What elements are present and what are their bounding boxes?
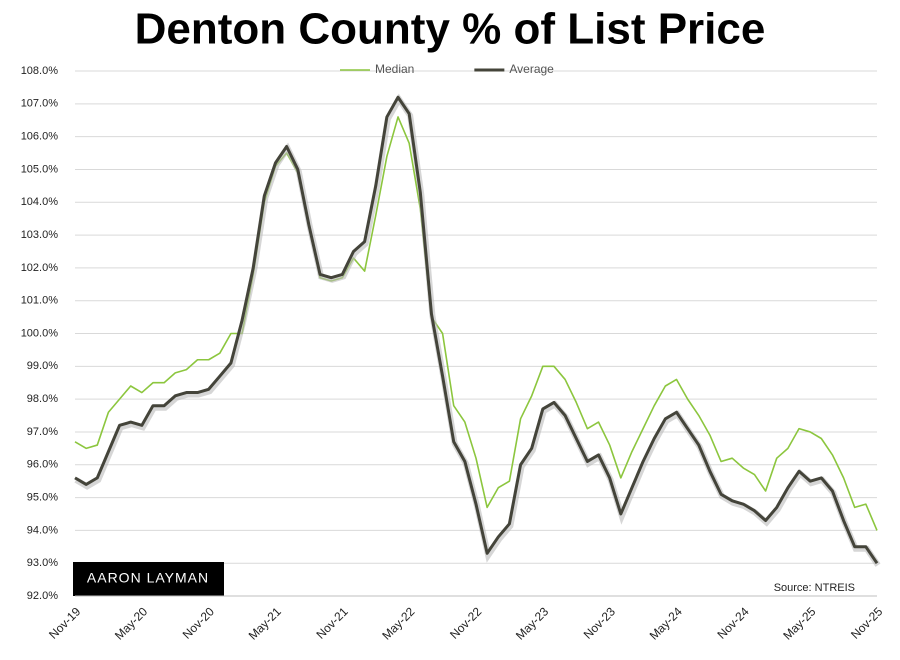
y-tick-label: 106.0% — [21, 131, 59, 143]
y-tick-label: 97.0% — [27, 426, 58, 438]
x-tick-label: Nov-19 — [46, 604, 83, 641]
logo-box — [73, 562, 224, 596]
y-tick-label: 92.0% — [27, 590, 58, 602]
y-tick-label: 101.0% — [21, 295, 59, 307]
x-tick-label: Nov-23 — [581, 604, 618, 641]
x-tick-label: May-23 — [513, 604, 551, 642]
x-tick-label: Nov-25 — [848, 604, 885, 641]
y-tick-label: 102.0% — [21, 262, 59, 274]
x-tick-label: Nov-21 — [313, 604, 350, 641]
y-tick-label: 98.0% — [27, 393, 58, 405]
y-tick-label: 104.0% — [21, 196, 59, 208]
y-tick-label: 93.0% — [27, 557, 58, 569]
y-tick-label: 105.0% — [21, 163, 59, 175]
chart-title: Denton County % of List Price — [135, 5, 766, 54]
x-tick-label: Nov-24 — [714, 604, 751, 641]
x-tick-label: May-25 — [780, 604, 818, 642]
series-line — [74, 116, 878, 531]
y-tick-label: 95.0% — [27, 491, 58, 503]
y-tick-label: 103.0% — [21, 229, 59, 241]
x-tick-label: Nov-22 — [447, 604, 484, 641]
legend-label: Average — [509, 62, 554, 76]
legend-label: Median — [375, 62, 414, 76]
x-tick-label: May-22 — [379, 604, 417, 642]
source: Source: NTREIS — [774, 582, 855, 594]
y-tick-label: 99.0% — [27, 360, 58, 372]
y-tick-label: 96.0% — [27, 459, 58, 471]
x-tick-label: Nov-20 — [180, 604, 217, 641]
x-tick-label: May-24 — [647, 604, 685, 642]
y-tick-label: 100.0% — [21, 327, 59, 339]
y-tick-label: 94.0% — [27, 524, 58, 536]
x-tick-label: May-21 — [246, 604, 284, 642]
y-tick-label: 108.0% — [21, 65, 59, 77]
y-tick-label: 107.0% — [21, 98, 59, 110]
plot — [74, 93, 881, 567]
series-line — [74, 95, 879, 565]
x-tick-label: May-20 — [112, 604, 150, 642]
logo: AARON LAYMAN — [87, 570, 209, 586]
